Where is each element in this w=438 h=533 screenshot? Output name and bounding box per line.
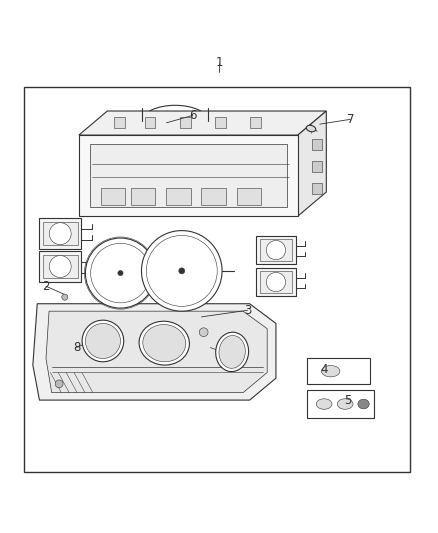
Bar xyxy=(201,188,226,205)
Bar xyxy=(256,268,296,296)
Bar xyxy=(215,117,226,128)
Circle shape xyxy=(85,238,155,308)
Bar xyxy=(101,188,125,205)
Bar xyxy=(166,188,191,205)
Text: 1: 1 xyxy=(215,56,223,69)
Bar xyxy=(250,117,261,128)
Ellipse shape xyxy=(139,321,189,365)
Ellipse shape xyxy=(143,325,186,362)
Text: 2: 2 xyxy=(42,280,50,293)
Ellipse shape xyxy=(358,399,369,409)
Ellipse shape xyxy=(219,335,245,368)
Polygon shape xyxy=(298,111,326,216)
Circle shape xyxy=(55,380,63,388)
Ellipse shape xyxy=(306,125,316,132)
Circle shape xyxy=(62,294,68,300)
Circle shape xyxy=(91,243,150,303)
Ellipse shape xyxy=(321,366,340,377)
Polygon shape xyxy=(46,311,267,393)
Text: 5: 5 xyxy=(345,393,352,407)
Ellipse shape xyxy=(316,399,332,409)
Ellipse shape xyxy=(337,399,353,409)
Bar xyxy=(260,239,292,261)
Bar xyxy=(43,222,78,246)
Circle shape xyxy=(49,255,71,278)
Bar xyxy=(24,87,410,472)
Bar xyxy=(312,139,321,150)
Bar xyxy=(79,135,298,216)
Circle shape xyxy=(118,270,123,276)
Bar xyxy=(114,117,125,128)
Text: 4: 4 xyxy=(320,363,328,376)
Bar xyxy=(260,271,292,293)
Circle shape xyxy=(199,328,208,336)
Bar xyxy=(145,117,155,128)
Circle shape xyxy=(266,240,286,260)
Circle shape xyxy=(179,268,185,274)
Bar xyxy=(39,219,81,249)
Circle shape xyxy=(146,236,217,306)
Bar xyxy=(43,255,78,278)
Text: 8: 8 xyxy=(73,341,80,354)
Circle shape xyxy=(141,231,222,311)
Bar xyxy=(307,391,374,418)
Bar xyxy=(312,161,321,172)
Ellipse shape xyxy=(85,324,120,359)
Text: 3: 3 xyxy=(244,304,251,317)
Text: 7: 7 xyxy=(346,113,354,126)
Ellipse shape xyxy=(82,320,124,362)
Polygon shape xyxy=(79,111,326,135)
Bar xyxy=(180,117,191,128)
Circle shape xyxy=(266,272,286,292)
Bar xyxy=(90,144,287,207)
Polygon shape xyxy=(33,304,276,400)
Text: 6: 6 xyxy=(189,109,197,122)
Bar xyxy=(131,188,155,205)
Bar xyxy=(237,188,261,205)
Bar xyxy=(39,251,81,282)
Bar xyxy=(312,183,321,194)
Circle shape xyxy=(49,223,71,245)
Ellipse shape xyxy=(215,332,249,372)
Bar xyxy=(307,359,370,384)
Bar xyxy=(256,236,296,264)
